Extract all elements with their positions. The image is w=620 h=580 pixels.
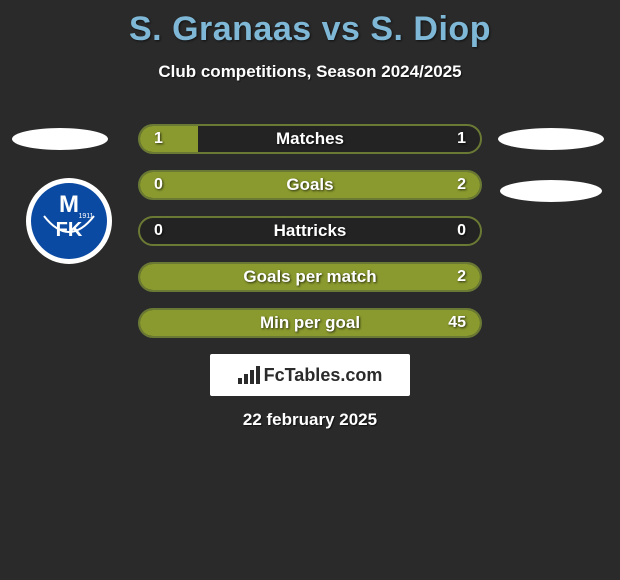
stat-value-left: 0 bbox=[154, 176, 184, 194]
stat-row: 0Hattricks0 bbox=[138, 216, 482, 246]
stat-value-right: 2 bbox=[436, 176, 466, 194]
bar-chart-icon bbox=[238, 366, 260, 384]
stat-fill-right bbox=[140, 264, 480, 290]
molde-crest-icon: MFK1911 bbox=[26, 178, 112, 264]
player-right-ellipse bbox=[500, 180, 602, 202]
svg-text:M: M bbox=[59, 191, 79, 218]
stat-row: 0Goals2 bbox=[138, 170, 482, 200]
svg-text:1911: 1911 bbox=[78, 213, 93, 220]
stat-row: Min per goal45 bbox=[138, 308, 482, 338]
stat-row: 1Matches1 bbox=[138, 124, 482, 154]
stat-value-right: 45 bbox=[436, 314, 466, 332]
player-right-ellipse bbox=[498, 128, 604, 150]
comparison-subtitle: Club competitions, Season 2024/2025 bbox=[0, 62, 620, 82]
comparison-title: S. Granaas vs S. Diop bbox=[0, 10, 620, 49]
comparison-date: 22 february 2025 bbox=[0, 410, 620, 430]
stat-fill-right bbox=[140, 310, 480, 336]
left-club-badge: MFK1911 bbox=[26, 178, 112, 264]
player-left-ellipse bbox=[12, 128, 108, 150]
stat-value-right: 2 bbox=[436, 268, 466, 286]
stat-value-right: 0 bbox=[436, 222, 466, 240]
stat-fill-right bbox=[140, 172, 480, 198]
stat-value-right: 1 bbox=[436, 130, 466, 148]
stat-value-left: 1 bbox=[154, 130, 184, 148]
watermark-text: FcTables.com bbox=[264, 365, 383, 386]
stat-value-left: 0 bbox=[154, 222, 184, 240]
svg-text:FK: FK bbox=[56, 219, 83, 241]
watermark-fctables: FcTables.com bbox=[210, 354, 410, 396]
stat-label: Hattricks bbox=[140, 221, 480, 241]
stat-row: Goals per match2 bbox=[138, 262, 482, 292]
